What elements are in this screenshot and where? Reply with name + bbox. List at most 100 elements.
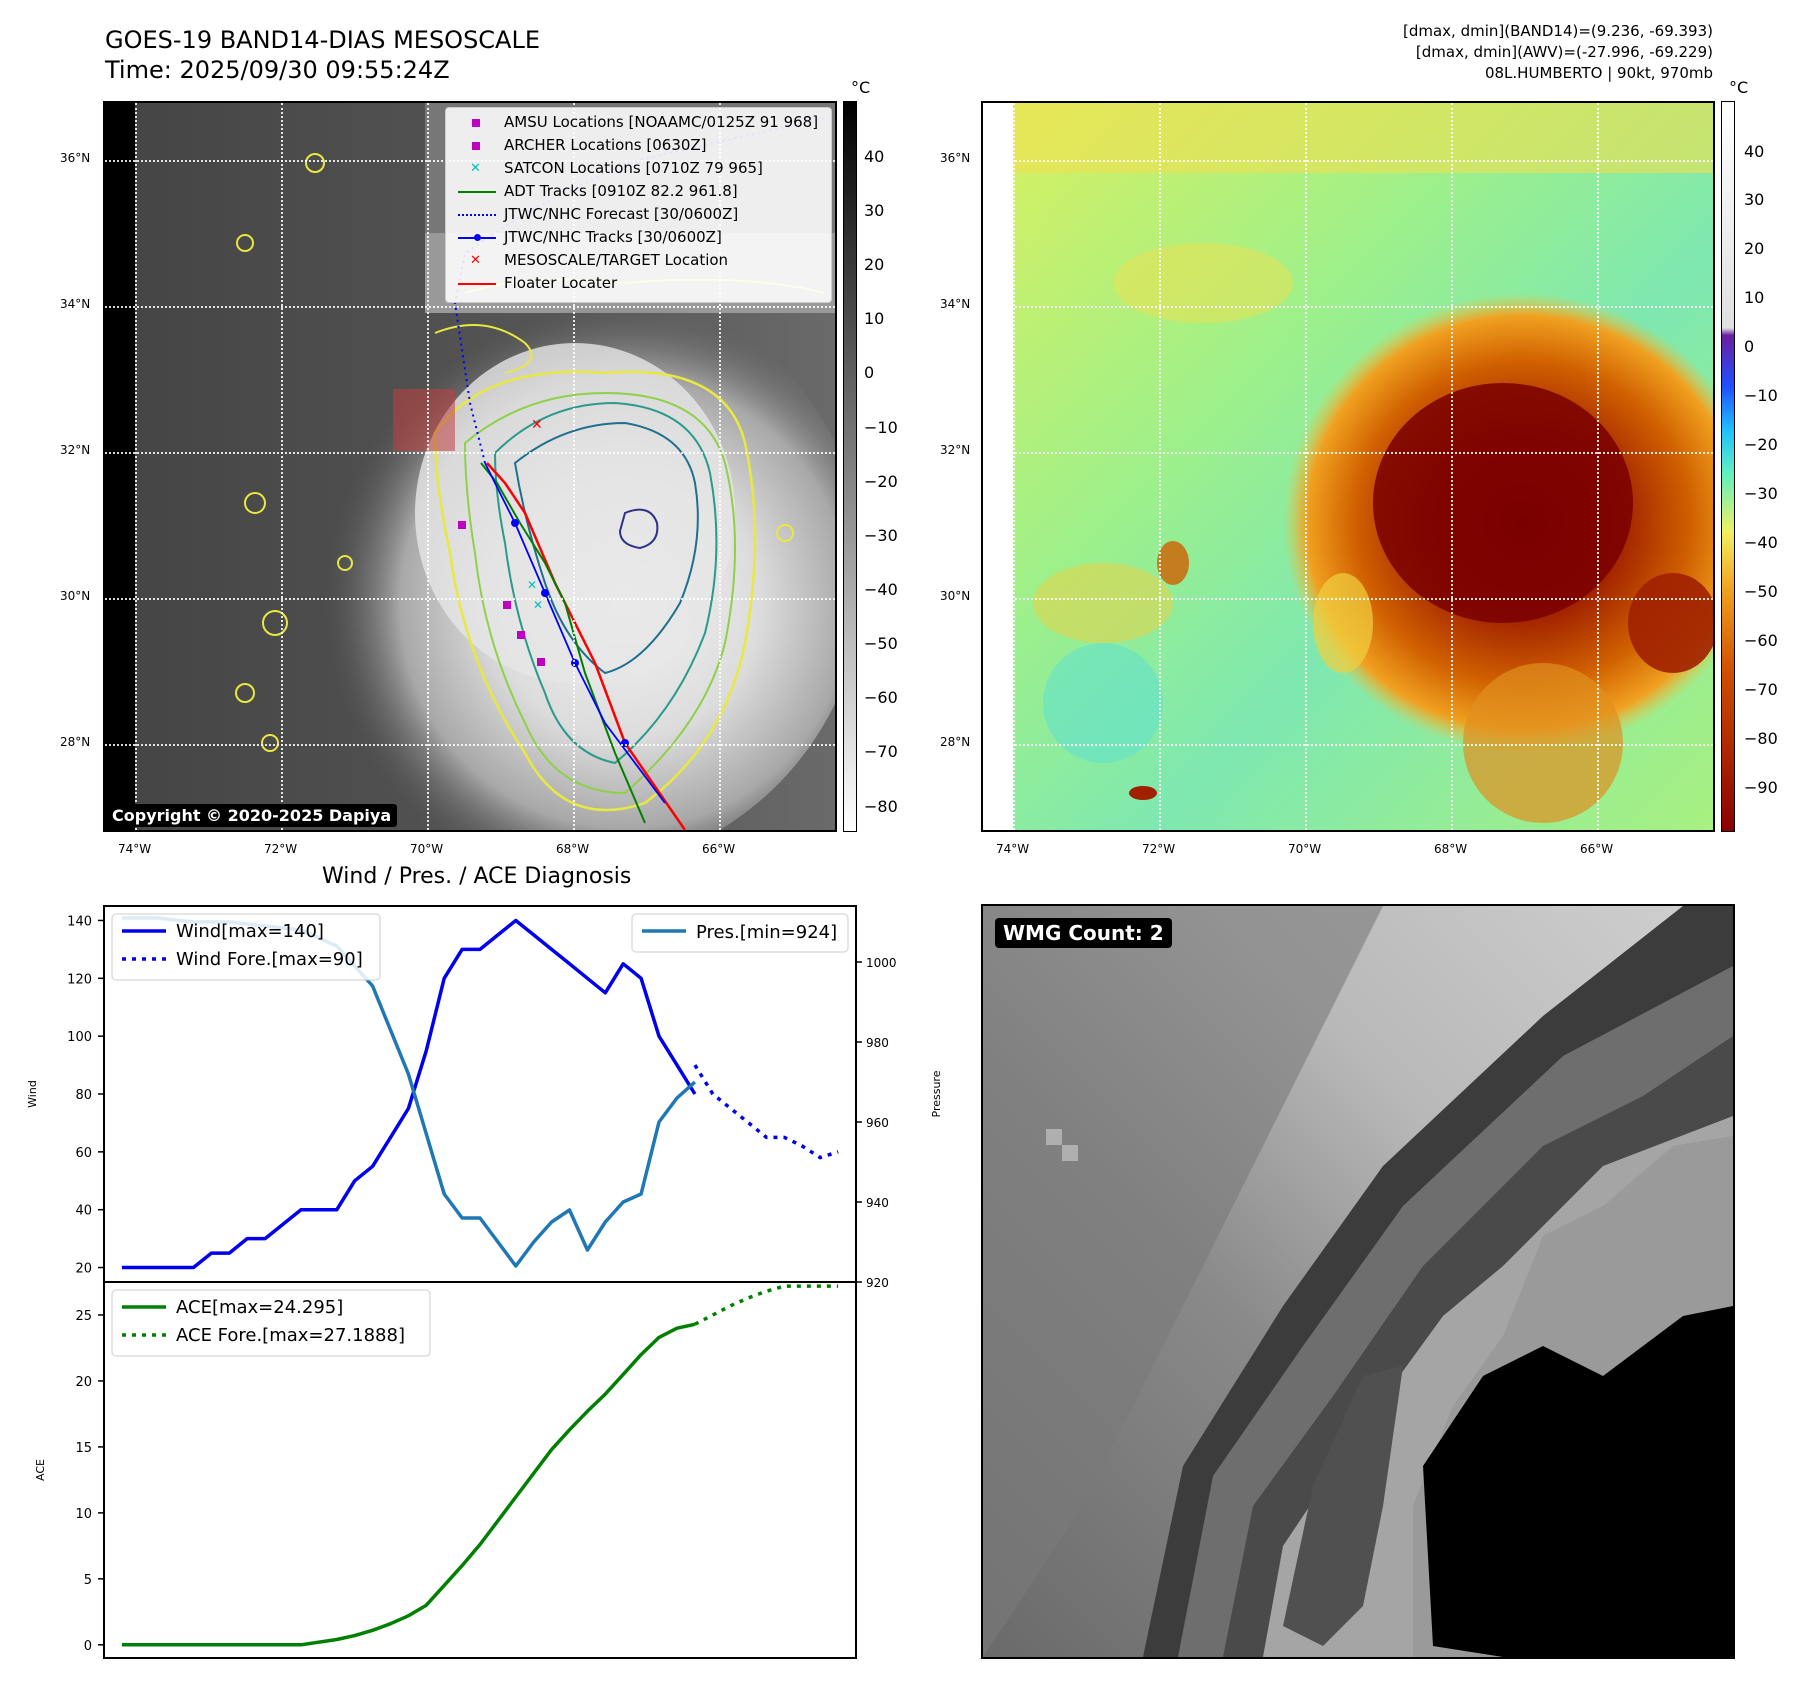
ace-series-line-0 <box>121 1322 696 1647</box>
lat-label: 28°N <box>60 735 91 749</box>
svg-text:✕: ✕ <box>531 417 543 433</box>
lat-label: 28°N <box>940 735 971 749</box>
ir-colorbar-tick: −20 <box>864 472 898 491</box>
ir-colorbar-tick: −70 <box>864 742 898 761</box>
lon-label: 70°W <box>1288 842 1322 856</box>
ace-axis-label: ACE <box>34 1459 47 1481</box>
legend-marker: ✕ <box>470 252 481 268</box>
ace-ytick-label: 0 <box>84 1639 92 1654</box>
gridline <box>105 598 835 600</box>
lat-label: 32°N <box>940 443 971 457</box>
series-line-0 <box>121 918 697 1270</box>
ace-ytick-label: 15 <box>75 1441 92 1456</box>
wind-legend: Wind[max=140] Wind Fore.[max=90] <box>111 913 381 981</box>
gridline <box>105 306 835 308</box>
ace-ytick-label: 10 <box>75 1507 92 1522</box>
legend-label: Wind Fore.[max=90] <box>176 949 363 970</box>
gridline <box>1451 103 1453 830</box>
ir-colorbar-tick: −10 <box>864 418 898 437</box>
lat-label: 36°N <box>60 151 91 165</box>
wmg-image-panel: WMG Count: 2 <box>981 904 1735 1659</box>
legend-label: ACE Fore.[max=27.1888] <box>176 1325 405 1346</box>
legend-entry-tracks: JTWC/NHC Tracks [30/0600Z] <box>458 227 722 247</box>
ace-chart: 0 5 10 15 20 25 ACE ACE[max=24.295] ACE Fore.[ma… <box>34 1281 857 1659</box>
ace-ytick-label: 20 <box>75 1375 92 1390</box>
wind-legend-box <box>111 913 381 981</box>
legend-label: Wind[max=140] <box>176 921 324 942</box>
awv-colorbar-tick: −20 <box>1744 435 1778 454</box>
awv-colorbar-tick: −60 <box>1744 631 1778 650</box>
pressure-axis-label: Pressure <box>930 1070 943 1117</box>
lat-label: 30°N <box>940 589 971 603</box>
gridline <box>1305 103 1307 830</box>
gridline <box>427 103 429 830</box>
diagnosis-title: Wind / Pres. / ACE Diagnosis <box>322 864 632 889</box>
pressure-legend-box <box>631 913 849 953</box>
wmg-image-svg <box>983 906 1733 1657</box>
awv-colorbar-tick: −30 <box>1744 484 1778 503</box>
awv-colorbar-tick: −50 <box>1744 582 1778 601</box>
wind-axis-label: Wind <box>26 1080 39 1108</box>
legend-entry-target: ✕ MESOSCALE/TARGET Location <box>458 250 728 270</box>
ir-colorbar <box>843 101 857 832</box>
ace-legend-box <box>111 1289 431 1357</box>
ir-colorbar-tick: −60 <box>864 688 898 707</box>
gridline <box>105 452 835 454</box>
lat-label: 32°N <box>60 443 91 457</box>
awv-colorbar-tick: −70 <box>1744 680 1778 699</box>
ir-colorbar-unit: °C <box>851 78 871 97</box>
legend-marker <box>458 136 496 156</box>
ir-colorbar-tick: −30 <box>864 526 898 545</box>
legend-entry-adt: ADT Tracks [0910Z 82.2 961.8] <box>458 181 738 201</box>
legend-entry-satcon: ✕ SATCON Locations [0710Z 79 965] <box>458 158 763 178</box>
gridline <box>719 103 721 830</box>
storm-info: 08L.HUMBERTO | 90kt, 970mb <box>1484 64 1713 82</box>
wind-ytick-label: 20 <box>75 1262 92 1277</box>
lon-label: 72°W <box>1142 842 1176 856</box>
gridline <box>983 744 1713 746</box>
wind-ytick-label: 80 <box>75 1088 92 1103</box>
gridline <box>983 598 1713 600</box>
chart-title: GOES-19 BAND14-DIAS MESOSCALE <box>105 26 541 54</box>
ir-image-panel: ✕ ✕ ✕ AMSU Locations [NOAAMC/0125Z 91 96… <box>103 101 837 832</box>
pressure-ytick-label: 920 <box>866 1276 889 1290</box>
legend-marker <box>458 113 496 133</box>
lon-label: 74°W <box>996 842 1030 856</box>
gridline <box>281 103 283 830</box>
awv-image-svg <box>1013 103 1713 830</box>
pressure-legend: Pres.[min=924] <box>631 913 849 953</box>
gridline <box>1013 103 1015 830</box>
pressure-ytick-label: 940 <box>866 1196 889 1210</box>
legend-label: Pres.[min=924] <box>696 922 837 943</box>
awv-image-panel <box>981 101 1715 832</box>
svg-text:✕: ✕ <box>527 578 537 592</box>
legend-entry-forecast: JTWC/NHC Forecast [30/0600Z] <box>458 204 738 224</box>
legend-marker <box>458 274 496 294</box>
lat-label: 34°N <box>60 297 91 311</box>
legend-entry-floater: Floater Locater <box>458 273 617 293</box>
lat-label: 30°N <box>60 589 91 603</box>
lon-label: 68°W <box>556 842 590 856</box>
lon-label: 74°W <box>118 842 152 856</box>
gridline <box>983 452 1713 454</box>
awv-colorbar <box>1721 101 1735 832</box>
wind-ytick-label: 140 <box>67 914 92 929</box>
lon-label: 70°W <box>410 842 444 856</box>
ir-colorbar-tick: 0 <box>864 363 875 382</box>
awv-colorbar-tick: −80 <box>1744 729 1778 748</box>
wind-ytick-label: 60 <box>75 1146 92 1161</box>
legend-label: ACE[max=24.295] <box>176 1297 343 1318</box>
lon-label: 68°W <box>1434 842 1468 856</box>
awv-colorbar-tick: 30 <box>1744 190 1765 209</box>
legend-marker <box>458 205 496 225</box>
chart-time: Time: 2025/09/30 09:55:24Z <box>105 56 450 84</box>
ir-colorbar-tick: 30 <box>864 201 885 220</box>
awv-colorbar-unit: °C <box>1729 78 1749 97</box>
wind-ytick-label: 40 <box>75 1204 92 1219</box>
stats-band14: [dmax, dmin](BAND14)=(9.236, -69.393) <box>1402 22 1713 40</box>
gridline <box>1159 103 1161 830</box>
svg-text:✕: ✕ <box>533 598 543 612</box>
legend-marker <box>458 182 496 202</box>
ace-ytick-label: 5 <box>84 1573 92 1588</box>
